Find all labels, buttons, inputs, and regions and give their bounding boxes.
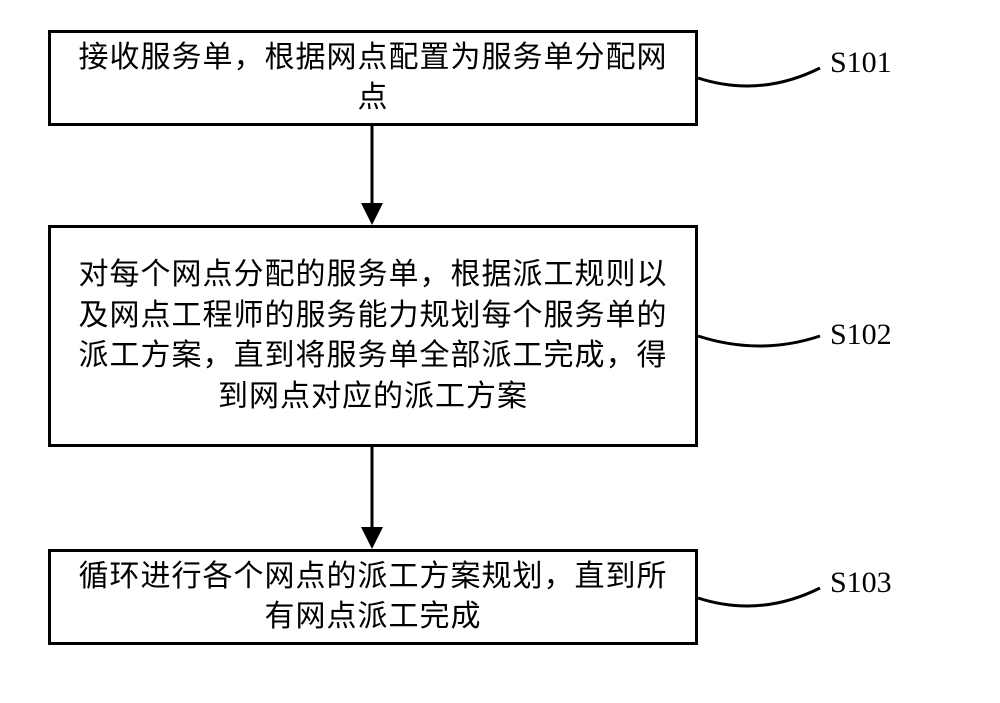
flowchart-step-label-s101: S101 bbox=[830, 46, 892, 80]
flowchart-step-text: 对每个网点分配的服务单，根据派工规则以及网点工程师的服务能力规划每个服务单的派工… bbox=[67, 255, 679, 417]
flowchart-step-text: 循环进行各个网点的派工方案规划，直到所有网点派工完成 bbox=[67, 557, 679, 638]
flowchart-canvas: 接收服务单，根据网点配置为服务单分配网点 S101 对每个网点分配的服务单，根据… bbox=[0, 0, 1000, 703]
flowchart-step-text: 接收服务单，根据网点配置为服务单分配网点 bbox=[67, 38, 679, 119]
flowchart-step-s101: 接收服务单，根据网点配置为服务单分配网点 bbox=[48, 30, 698, 126]
flowchart-step-label-s102: S102 bbox=[830, 318, 892, 352]
flowchart-step-label-s103: S103 bbox=[830, 566, 892, 600]
flowchart-step-s102: 对每个网点分配的服务单，根据派工规则以及网点工程师的服务能力规划每个服务单的派工… bbox=[48, 225, 698, 447]
flowchart-step-s103: 循环进行各个网点的派工方案规划，直到所有网点派工完成 bbox=[48, 549, 698, 645]
